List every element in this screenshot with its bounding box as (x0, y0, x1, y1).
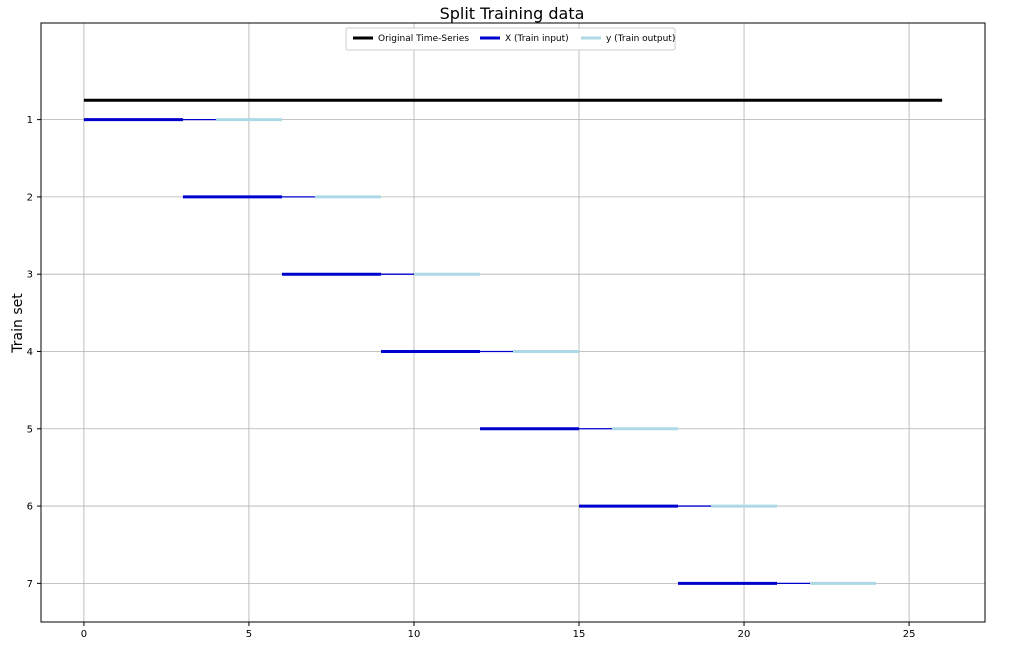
x-tick-label: 5 (246, 629, 252, 640)
legend-label: y (Train output) (606, 34, 675, 44)
y-axis-label: Train set (10, 293, 26, 354)
y-tick-label: 1 (27, 115, 33, 126)
legend-items: Original Time-Series X (Train input) y (Tr… (353, 34, 675, 44)
x-tick-label: 25 (903, 629, 916, 640)
x-tick-label: 20 (738, 629, 751, 640)
y-tick-label: 3 (27, 270, 33, 281)
y-tick-label: 2 (27, 192, 33, 203)
y-tick-label: 5 (27, 424, 33, 435)
plot-data (83, 98, 943, 585)
y-tick-label: 6 (27, 502, 33, 513)
x-tick-label: 0 (81, 629, 87, 640)
legend-label: X (Train input) (505, 34, 569, 44)
legend-label: Original Time-Series (378, 34, 469, 44)
plot-frame (40, 22, 986, 623)
legend: Original Time-Series X (Train input) y (Tr… (345, 27, 676, 51)
x-tick-label: 15 (573, 629, 586, 640)
y-tick-label: 4 (27, 347, 33, 358)
chart-title: Split Training data (440, 4, 585, 23)
x-tick-label: 10 (408, 629, 421, 640)
y-tick-label: 7 (27, 579, 33, 590)
grid-lines (41, 23, 985, 622)
axis-ticks: 0 5 10 15 20 25 1 2 3 4 5 6 7 (27, 115, 916, 640)
legend-box (345, 27, 676, 51)
